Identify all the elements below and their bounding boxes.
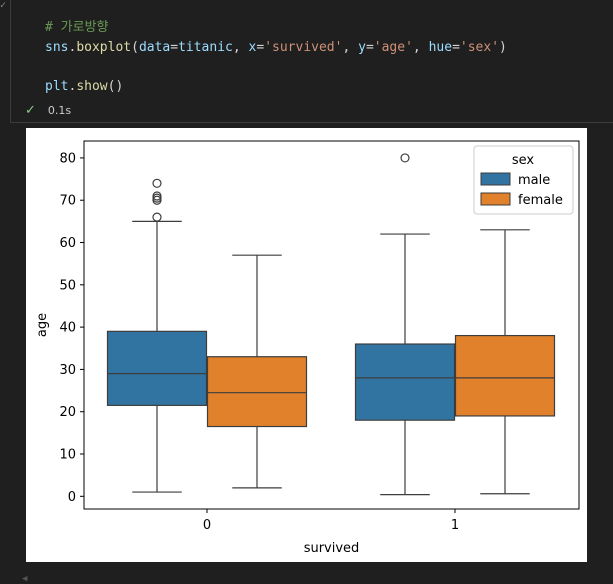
check-icon: ✓ — [25, 103, 36, 118]
y-tick-label: 50 — [59, 278, 76, 293]
code-editor[interactable]: # 가로방향 sns.boxplot(data=titanic, x='surv… — [45, 18, 507, 96]
outlier-point — [152, 191, 162, 201]
code-token: sns — [45, 39, 69, 55]
x-axis-label: survived — [304, 541, 360, 556]
box-male-1 — [354, 153, 456, 496]
code-token: y — [358, 39, 366, 55]
code-token: 'age' — [373, 39, 413, 55]
scroll-left-icon[interactable]: ◀ — [22, 574, 28, 584]
cell-output: 0 10 20 30 40 50 60 70 80 0 1 survived age sex male fem… — [26, 128, 587, 562]
legend-title: sex — [512, 153, 535, 168]
legend-swatch-male — [480, 172, 511, 186]
y-tick-label: 10 — [59, 448, 76, 463]
cell-collapse-marker: ✓ — [0, 0, 7, 11]
outlier-point — [400, 153, 410, 163]
x-tick-label: 1 — [451, 518, 459, 533]
code-line-show: plt.show() — [45, 78, 124, 94]
outlier-point — [152, 178, 162, 188]
code-token: boxplot — [76, 39, 132, 55]
y-tick-label: 0 — [68, 490, 76, 505]
legend-label-female: female — [518, 193, 563, 208]
code-token: 'sex' — [459, 39, 500, 55]
y-tick-label: 70 — [59, 194, 76, 209]
code-cell[interactable]: # 가로방향 sns.boxplot(data=titanic, x='surv… — [10, 0, 613, 123]
y-tick-label: 60 — [59, 236, 76, 251]
code-token: show — [76, 78, 108, 94]
y-tick-label: 80 — [59, 151, 76, 166]
code-token: plt — [45, 78, 69, 94]
y-tick-label: 20 — [59, 405, 76, 420]
iqr-box — [454, 334, 556, 417]
y-tick-label: 40 — [59, 321, 76, 336]
code-token: x — [248, 39, 257, 55]
code-token: data — [138, 39, 171, 55]
code-line-boxplot: sns.boxplot(data=titanic, x='survived', … — [45, 39, 507, 55]
box-female-0 — [206, 254, 308, 489]
x-tick-label: 0 — [203, 518, 211, 533]
y-axis-label: age — [35, 313, 50, 337]
legend: sex male female — [473, 145, 574, 215]
legend-label-male: male — [518, 173, 550, 188]
code-token: titanic — [178, 39, 233, 55]
box-male-0 — [106, 178, 208, 493]
execution-time: 0.1s — [47, 104, 72, 117]
execution-status: ✓ 0.1s — [25, 103, 71, 118]
outlier-point — [152, 212, 162, 222]
code-comment: # 가로방향 — [45, 20, 109, 35]
iqr-box — [206, 356, 308, 428]
y-tick-label: 30 — [59, 363, 76, 378]
iqr-box — [106, 330, 208, 406]
box-female-1 — [454, 229, 556, 495]
boxplot-chart: 0 10 20 30 40 50 60 70 80 0 1 survived age sex male fem… — [35, 140, 580, 556]
iqr-box — [354, 343, 456, 421]
legend-swatch-female — [480, 192, 511, 206]
plot-frame — [83, 140, 580, 510]
code-token: 'survived' — [264, 39, 343, 55]
code-token: hue — [428, 39, 453, 55]
